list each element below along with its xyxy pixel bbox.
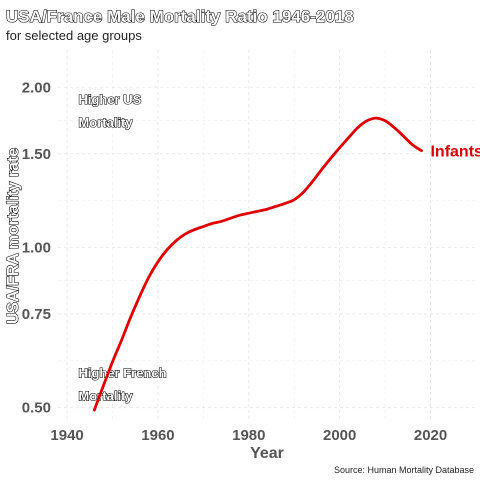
x-axis-title: Year (250, 445, 284, 462)
annotation-label: Mortality (78, 388, 133, 403)
x-tick-label: 1980 (232, 427, 265, 444)
annotation-label: Higher US (78, 92, 141, 107)
source-caption: Source: Human Mortality Database (334, 465, 474, 475)
series-line-infants (92, 116, 423, 412)
x-axis: 1940 1960 1980 2000 2020 (50, 427, 447, 444)
y-tick-label: 1.00 (22, 239, 51, 256)
y-tick-label: 0.50 (22, 400, 51, 417)
grid (58, 50, 476, 422)
x-tick-label: 1940 (50, 427, 83, 444)
x-tick-label: 1960 (141, 427, 174, 444)
plot-panel (58, 50, 476, 422)
y-axis-title: USA/FRA mortality rate (5, 148, 22, 324)
annotation-label: Higher French (78, 365, 166, 380)
x-tick-label: 2000 (323, 427, 356, 444)
y-tick-label: 0.75 (22, 306, 51, 323)
chart-title: USA/France Male Mortality Ratio 1946-201… (6, 7, 354, 26)
y-axis: 0.50 0.75 1.00 1.50 2.00 (22, 79, 51, 416)
series-layer: Infants (92, 116, 480, 412)
annotation-label: Mortality (78, 115, 133, 130)
chart-subtitle: for selected age groups (6, 28, 142, 43)
annotations: Higher US Mortality Higher French Mortality (78, 91, 167, 403)
y-tick-label: 1.50 (22, 146, 51, 163)
y-tick-label: 2.00 (22, 79, 51, 96)
x-tick-label: 2020 (414, 427, 447, 444)
series-label-infants: Infants (430, 144, 480, 161)
